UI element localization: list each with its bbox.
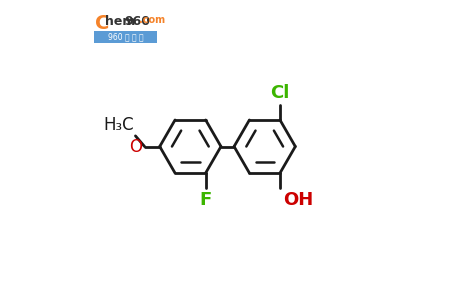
Text: .com: .com [139, 15, 165, 25]
Text: 960 化 工 网: 960 化 工 网 [108, 33, 143, 42]
Text: 960: 960 [124, 15, 150, 28]
Text: O: O [129, 137, 142, 156]
FancyBboxPatch shape [94, 31, 157, 43]
Text: H₃C: H₃C [103, 116, 134, 134]
Text: Cl: Cl [270, 84, 290, 103]
Text: C: C [95, 14, 109, 33]
Text: hem: hem [105, 15, 136, 28]
Text: OH: OH [283, 190, 314, 209]
Text: F: F [200, 190, 212, 209]
